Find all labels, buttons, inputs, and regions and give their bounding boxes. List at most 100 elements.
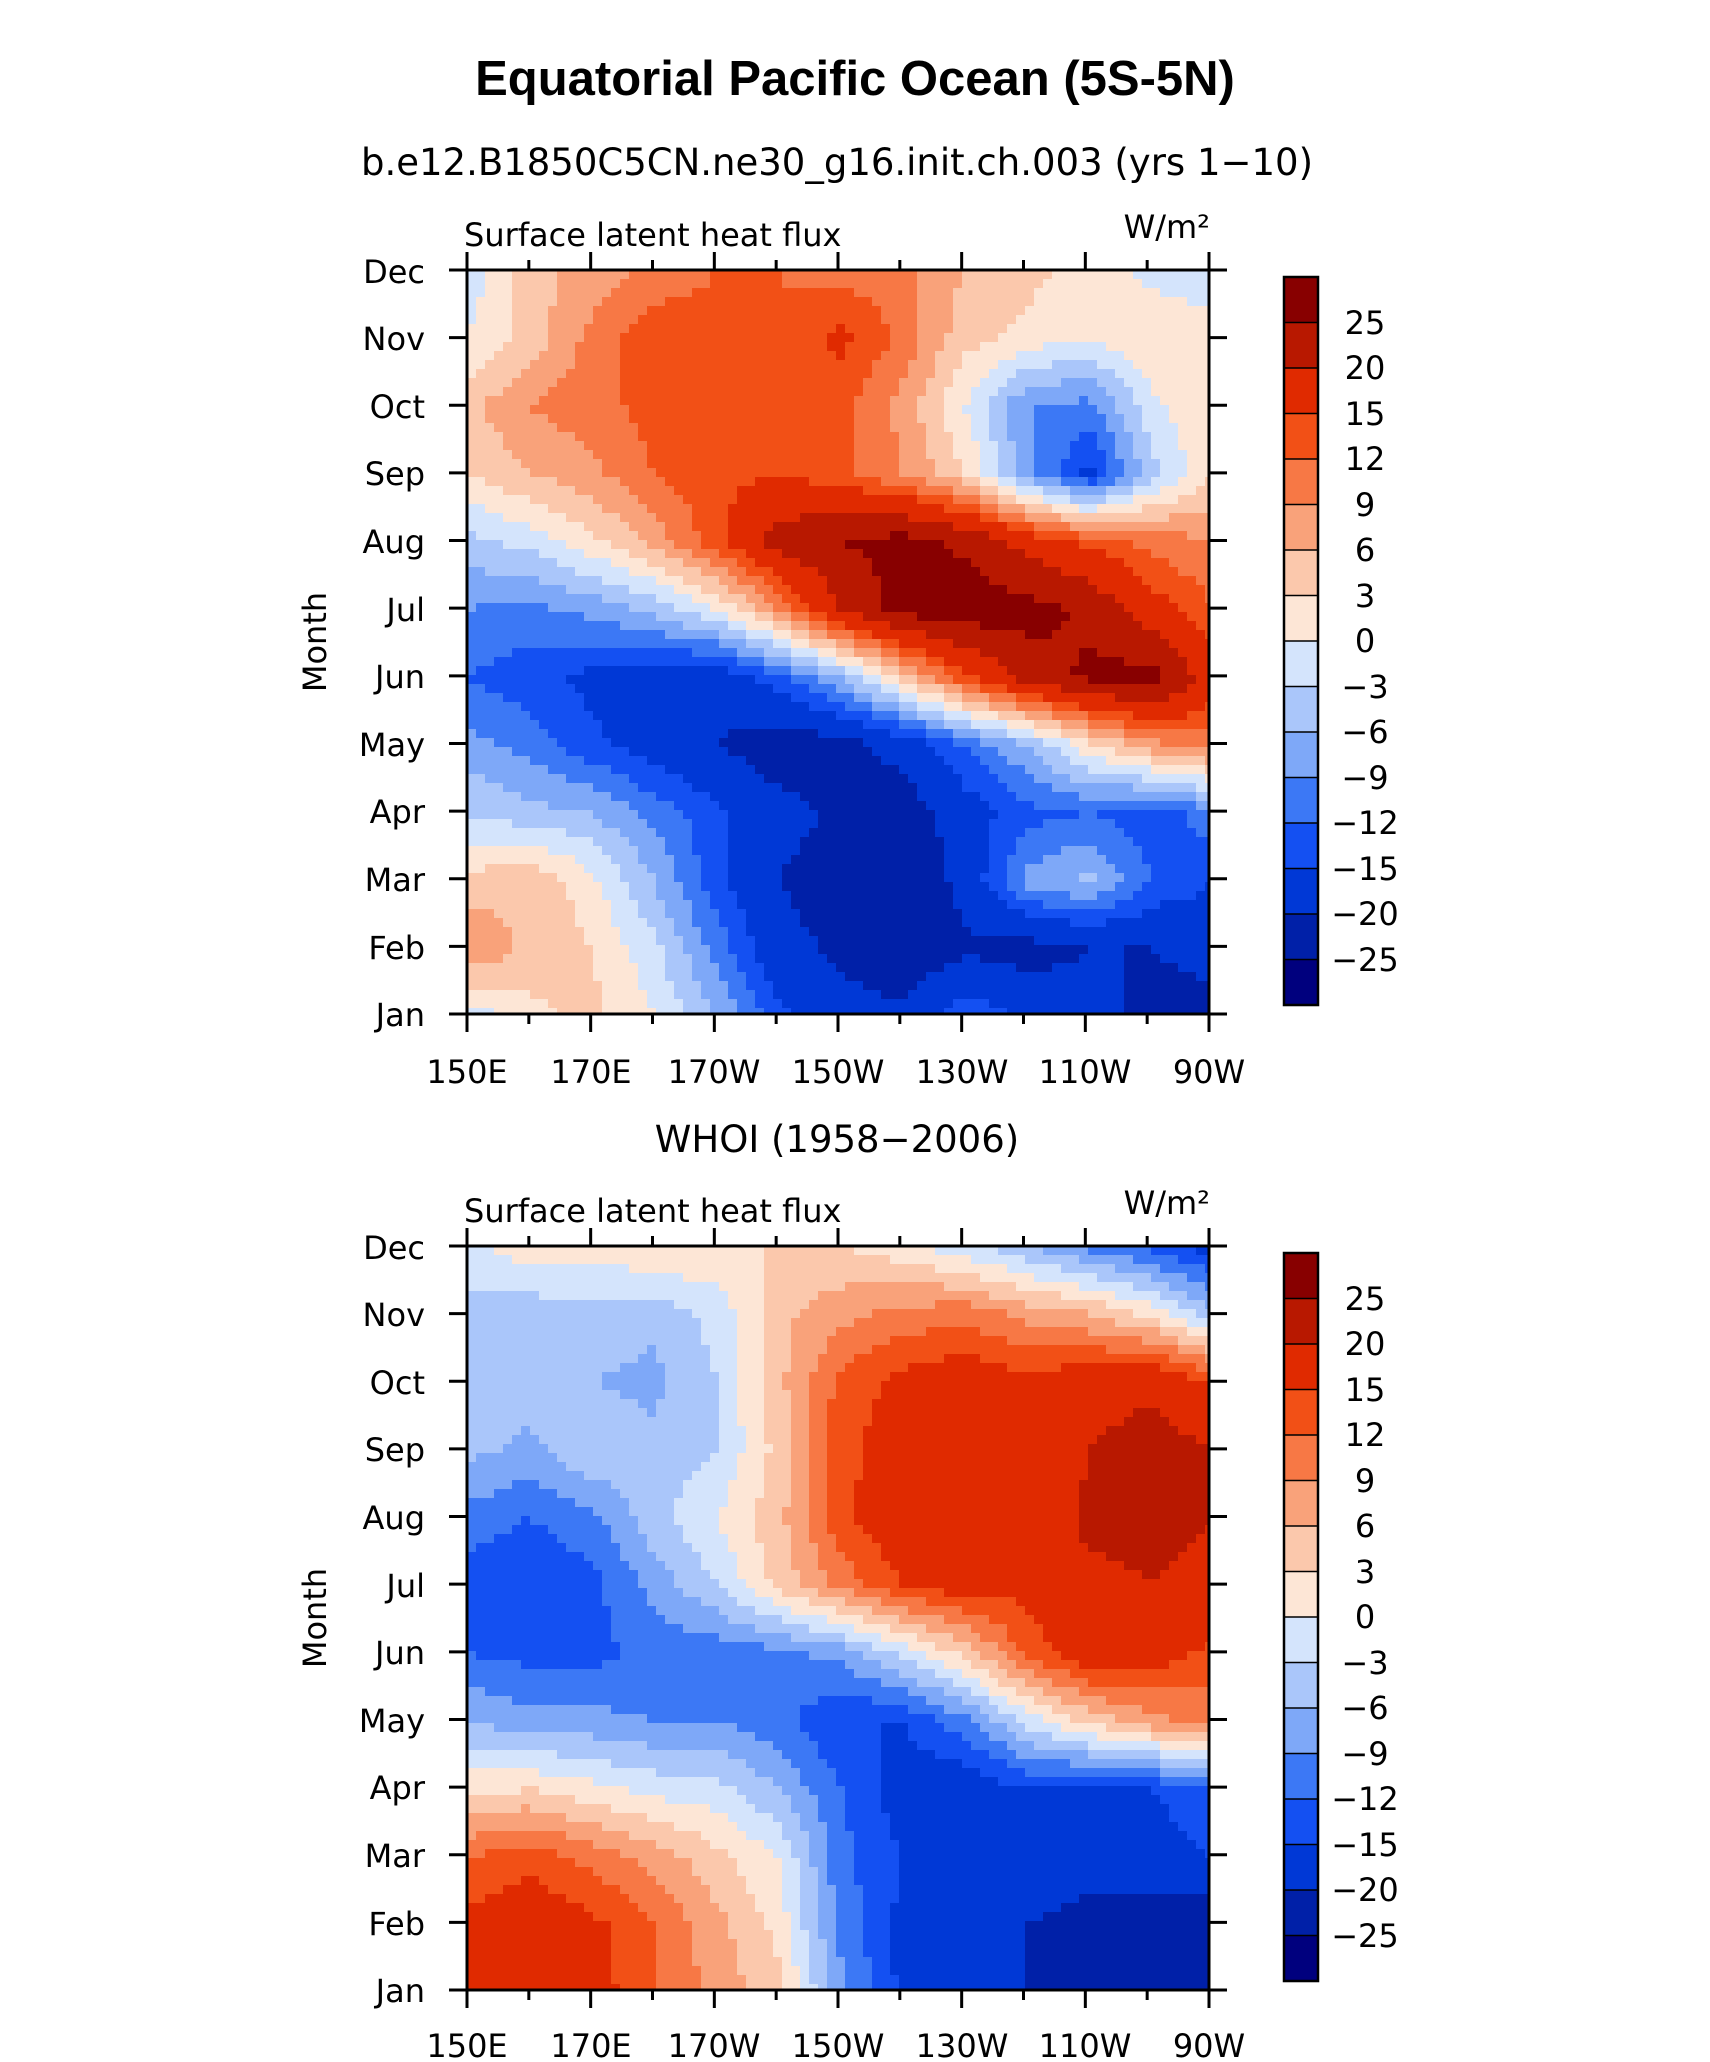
- contour-cell: [1169, 279, 1179, 289]
- contour-cell: [1043, 270, 1053, 280]
- contour-cell: [1052, 648, 1062, 658]
- contour-cell: [1106, 423, 1116, 433]
- contour-cell: [836, 351, 846, 361]
- contour-cell: [1025, 270, 1035, 280]
- contour-cell: [1151, 342, 1161, 352]
- contour-cell: [1124, 270, 1134, 280]
- contour-cell: [1070, 621, 1080, 631]
- contour-cell: [611, 621, 621, 631]
- contour-cell: [620, 711, 630, 721]
- contour-cell: [1115, 747, 1125, 757]
- contour-cell: [728, 801, 738, 811]
- contour-cell: [1205, 693, 1209, 703]
- contour-cell: [638, 396, 648, 406]
- contour-cell: [512, 405, 522, 415]
- contour-cell: [845, 783, 855, 793]
- contour-cell: [530, 648, 540, 658]
- contour-cell: [926, 684, 936, 694]
- contour-cell: [890, 297, 900, 307]
- contour-cell: [683, 630, 693, 640]
- contour-cell: [575, 747, 585, 757]
- contour-cell: [620, 504, 630, 514]
- contour-cell: [836, 594, 846, 604]
- contour-cell: [674, 612, 684, 622]
- contour-cell: [521, 792, 531, 802]
- contour-cell: [1043, 306, 1053, 316]
- contour-cell: [818, 495, 828, 505]
- contour-cell: [575, 585, 585, 595]
- contour-cell: [917, 396, 927, 406]
- contour-cell: [530, 801, 540, 811]
- contour-cell: [1124, 594, 1134, 604]
- contour-cell: [962, 648, 972, 658]
- contour-cell: [674, 432, 684, 442]
- contour-cell: [620, 432, 630, 442]
- contour-cell: [1061, 675, 1071, 685]
- contour-cell: [746, 765, 756, 775]
- contour-cell: [746, 621, 756, 631]
- contour-cell: [1142, 378, 1152, 388]
- contour-cell: [593, 342, 603, 352]
- contour-cell: [701, 567, 711, 577]
- contour-cell: [656, 765, 666, 775]
- contour-cell: [1106, 378, 1116, 388]
- contour-cell: [575, 792, 585, 802]
- contour-cell: [926, 432, 936, 442]
- contour-cell: [872, 783, 882, 793]
- contour-cell: [1160, 675, 1170, 685]
- contour-cell: [764, 432, 774, 442]
- contour-cell: [629, 666, 639, 676]
- contour-cell: [791, 648, 801, 658]
- contour-cell: [503, 432, 513, 442]
- contour-cell: [1178, 594, 1188, 604]
- contour-cell: [782, 441, 792, 451]
- contour-cell: [593, 378, 603, 388]
- contour-cell: [836, 675, 846, 685]
- contour-cell: [728, 603, 738, 613]
- contour-cell: [566, 324, 576, 334]
- contour-cell: [728, 333, 738, 343]
- contour-cell: [1052, 774, 1062, 784]
- contour-cell: [1187, 459, 1197, 469]
- contour-cell: [1016, 504, 1026, 514]
- contour-cell: [557, 738, 567, 748]
- contour-cell: [1178, 270, 1188, 280]
- contour-cell: [710, 342, 720, 352]
- contour-cell: [953, 774, 963, 784]
- contour-cell: [647, 414, 657, 424]
- contour-cell: [629, 792, 639, 802]
- contour-cell: [935, 621, 945, 631]
- contour-cell: [503, 387, 513, 397]
- contour-cell: [674, 720, 684, 730]
- contour-cell: [845, 693, 855, 703]
- contour-cell: [692, 657, 702, 667]
- contour-cell: [1025, 297, 1035, 307]
- contour-cell: [791, 333, 801, 343]
- contour-cell: [701, 450, 711, 460]
- contour-cell: [872, 468, 882, 478]
- contour-cell: [1205, 639, 1209, 649]
- contour-cell: [611, 729, 621, 739]
- contour-cell: [1169, 621, 1179, 631]
- contour-cell: [755, 450, 765, 460]
- contour-cell: [953, 711, 963, 721]
- contour-cell: [521, 567, 531, 577]
- contour-cell: [1106, 783, 1116, 793]
- contour-cell: [863, 414, 873, 424]
- contour-cell: [782, 468, 792, 478]
- contour-cell: [800, 270, 810, 280]
- contour-cell: [989, 324, 999, 334]
- contour-cell: [710, 702, 720, 712]
- contour-cell: [647, 306, 657, 316]
- contour-cell: [683, 333, 693, 343]
- contour-cell: [962, 414, 972, 424]
- contour-cell: [1079, 450, 1089, 460]
- contour-cell: [539, 441, 549, 451]
- contour-cell: [1196, 801, 1206, 811]
- contour-cell: [1034, 504, 1044, 514]
- contour-cell: [818, 684, 828, 694]
- contour-cell: [521, 450, 531, 460]
- contour-cell: [1007, 504, 1017, 514]
- contour-cell: [1151, 630, 1161, 640]
- contour-cell: [1061, 324, 1071, 334]
